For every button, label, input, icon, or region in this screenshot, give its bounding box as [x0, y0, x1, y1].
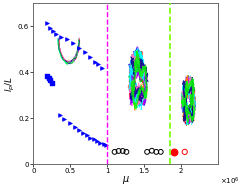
Point	[65, 38, 69, 41]
Point	[50, 81, 54, 84]
Point	[73, 125, 77, 128]
Point	[68, 122, 71, 125]
Point	[96, 63, 100, 66]
Point	[47, 77, 51, 80]
Point	[121, 149, 125, 153]
Point	[58, 113, 61, 116]
Point	[88, 136, 92, 139]
Point	[93, 60, 97, 63]
Point	[124, 150, 128, 153]
Point	[183, 150, 187, 153]
Point	[88, 56, 92, 59]
Point	[45, 74, 49, 77]
Point	[54, 33, 58, 36]
Point	[145, 150, 149, 153]
Point	[95, 140, 99, 143]
Point	[62, 118, 66, 121]
Point	[104, 143, 108, 146]
Text: $\times10^6$: $\times10^6$	[220, 175, 240, 187]
Point	[51, 29, 54, 33]
X-axis label: μ: μ	[122, 174, 129, 184]
Point	[113, 150, 117, 153]
Point	[98, 141, 102, 144]
Point	[48, 26, 52, 29]
Point	[150, 149, 154, 152]
Point	[77, 46, 81, 49]
Point	[172, 150, 176, 153]
Point	[45, 22, 49, 25]
Point	[83, 51, 87, 54]
Point	[71, 41, 75, 44]
Point	[100, 67, 104, 70]
Point	[102, 143, 105, 146]
Point	[60, 35, 63, 38]
Point	[48, 79, 52, 82]
Point	[159, 150, 163, 153]
Y-axis label: $l_p / L$: $l_p / L$	[3, 76, 17, 92]
Point	[117, 149, 121, 153]
Point	[154, 150, 158, 153]
Point	[92, 138, 95, 141]
Point	[81, 131, 85, 134]
Point	[85, 134, 88, 137]
Point	[77, 129, 81, 132]
